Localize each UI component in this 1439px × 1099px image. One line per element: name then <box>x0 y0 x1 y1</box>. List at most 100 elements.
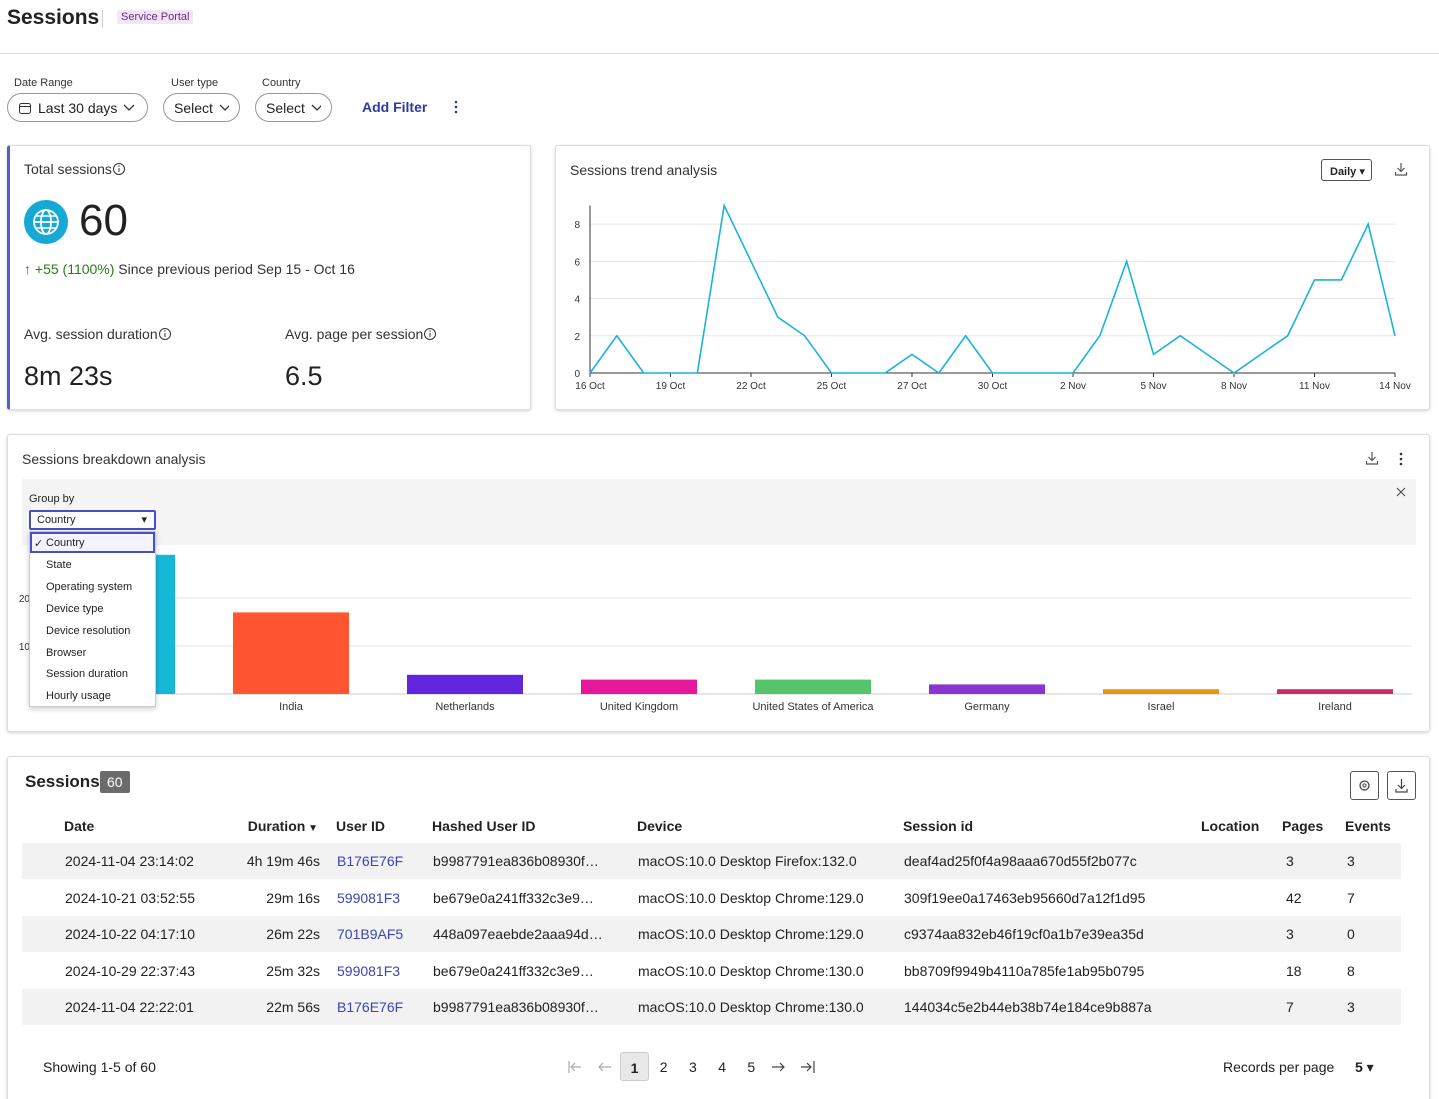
column-header: Date <box>64 818 94 834</box>
page-button[interactable]: 4 <box>718 1059 726 1075</box>
kpi-since: Since previous period Sep 15 - Oct 16 <box>118 261 355 277</box>
column-header-text: Pages <box>1282 818 1324 834</box>
cell: be679e0a241ff332c3e9… <box>433 889 594 906</box>
download-button[interactable] <box>1387 771 1416 800</box>
interval-value: Daily <box>1330 166 1357 178</box>
column-header-text: Events <box>1345 818 1391 834</box>
cell: 29m 16s <box>266 889 320 906</box>
arrow-up: ↑ <box>24 261 35 277</box>
user-link[interactable]: 599081F3 <box>337 889 401 906</box>
calendar-icon <box>19 102 31 114</box>
user-link[interactable]: B176E76F <box>337 853 404 869</box>
select-value: Select <box>174 99 213 116</box>
settings-button[interactable] <box>1350 771 1379 800</box>
column-header-text: Session id <box>903 818 974 834</box>
chart-title: Sessions trend analysis <box>570 162 718 178</box>
kpi-label-text: Avg. session duration <box>24 326 158 342</box>
more-icon[interactable] <box>452 100 460 114</box>
badge: Service Portal <box>117 10 194 24</box>
filter-label: Country <box>262 77 301 89</box>
per-page-select[interactable]: 5 ▾ <box>1355 1059 1374 1075</box>
column-header: Device <box>637 818 682 834</box>
chevron <box>123 104 135 111</box>
column-header-text: Device <box>637 818 683 834</box>
user-link[interactable]: 701B9AF5 <box>337 926 404 942</box>
cell: 2024-11-04 22:22:01 <box>65 999 194 1015</box>
user-link[interactable]: 599081F3 <box>337 962 401 979</box>
filter-label: Date Range <box>14 77 73 89</box>
check: ✓ <box>34 538 44 550</box>
option[interactable]: Country <box>46 537 85 549</box>
interval-select[interactable]: Daily ▾ <box>1321 159 1372 181</box>
date-range-select[interactable]: Last 30 days <box>7 93 148 122</box>
page-button[interactable]: 1 <box>620 1052 649 1081</box>
cell: b9987791ea836b08930f… <box>433 853 599 869</box>
kpi-card <box>7 145 531 410</box>
page-button[interactable]: 2 <box>659 1059 668 1075</box>
kpi-value: 60 <box>79 196 128 245</box>
column-header-text: User ID <box>336 818 386 834</box>
cell: 2024-10-22 04:17:10 <box>65 926 195 942</box>
cell: 22m 56s <box>266 999 320 1015</box>
column-header-text: Date <box>64 818 95 834</box>
option[interactable]: Device resolution <box>46 624 131 637</box>
country-select[interactable]: Select <box>255 93 332 122</box>
user-type-select[interactable]: Select <box>163 93 240 122</box>
info-icon <box>424 328 437 340</box>
cell: b9987791ea836b08930f… <box>433 999 599 1015</box>
kpi-label: Avg. page per session <box>285 326 437 342</box>
cell: 8 <box>1347 962 1355 979</box>
count-badge: 60 <box>100 771 130 793</box>
option[interactable]: Session duration <box>46 668 128 681</box>
cell: macOS:10.0 Desktop Chrome:129.0 <box>638 926 864 942</box>
cell: 2024-11-04 23:14:02 <box>65 853 194 869</box>
select-value: Last 30 days <box>38 99 118 116</box>
option[interactable]: State <box>46 558 72 571</box>
cell: 144034c5e2b44eb38b74e184ce9b887a <box>904 999 1152 1015</box>
per-page-label: Records per page <box>1223 1059 1335 1075</box>
cell: 2024-10-21 03:52:55 <box>65 889 195 906</box>
column-header[interactable]: Duration ▼ <box>248 818 318 834</box>
separator <box>102 10 103 28</box>
download-icon <box>1395 779 1408 793</box>
option[interactable]: Browser <box>46 646 87 659</box>
more-icon[interactable] <box>1397 452 1405 466</box>
cell: 25m 32s <box>266 962 320 979</box>
group-by-label: Group by <box>29 493 75 505</box>
caret: ▾ <box>141 514 147 526</box>
gear-icon <box>1359 780 1370 791</box>
user-link[interactable]: B176E76F <box>337 999 404 1015</box>
download-icon[interactable] <box>1394 162 1408 177</box>
download-icon[interactable] <box>1365 451 1379 466</box>
kpi-label-text: Avg. page per session <box>285 326 424 342</box>
option[interactable]: Hourly usage <box>46 690 111 703</box>
cell: 3 <box>1286 926 1294 942</box>
cell: 3 <box>1286 853 1294 869</box>
page-button[interactable]: 3 <box>688 1059 697 1075</box>
showing: Showing 1-5 of 60 <box>43 1059 156 1075</box>
column-header: Pages <box>1282 818 1323 834</box>
kpi-label-text: Total sessions <box>24 161 112 177</box>
kpi-value: 8m 23s <box>24 361 113 391</box>
cell: macOS:10.0 Desktop Chrome:130.0 <box>638 999 864 1015</box>
row-stripe <box>22 989 1401 1025</box>
add-filter[interactable]: Add Filter <box>362 99 428 115</box>
group-by-select[interactable]: Country ▾ <box>29 510 156 530</box>
column-header: Location <box>1201 818 1259 834</box>
group-by-menu: ✓ Country State Operating system Device type… <box>29 531 156 707</box>
option[interactable]: Operating system <box>46 580 133 593</box>
column-header: Events <box>1345 818 1391 834</box>
option[interactable]: Device type <box>46 602 104 615</box>
cell: macOS:10.0 Desktop Firefox:132.0 <box>638 853 857 869</box>
cell: macOS:10.0 Desktop Chrome:129.0 <box>638 889 864 906</box>
kpi-label: Avg. session duration <box>24 326 172 342</box>
page-button[interactable]: 5 <box>747 1059 756 1075</box>
close-icon[interactable] <box>1396 487 1406 497</box>
column-header-text: Hashed User ID <box>432 818 536 834</box>
globe-icon <box>24 200 68 244</box>
select-value: Select <box>266 99 305 116</box>
column-header-text: Location <box>1201 818 1260 834</box>
cell: bb8709f9949b4110a785fe1ab95b0795 <box>904 962 1145 979</box>
cell: 309f19ee0a17463eb95660d7a12f1d95 <box>904 889 1146 906</box>
